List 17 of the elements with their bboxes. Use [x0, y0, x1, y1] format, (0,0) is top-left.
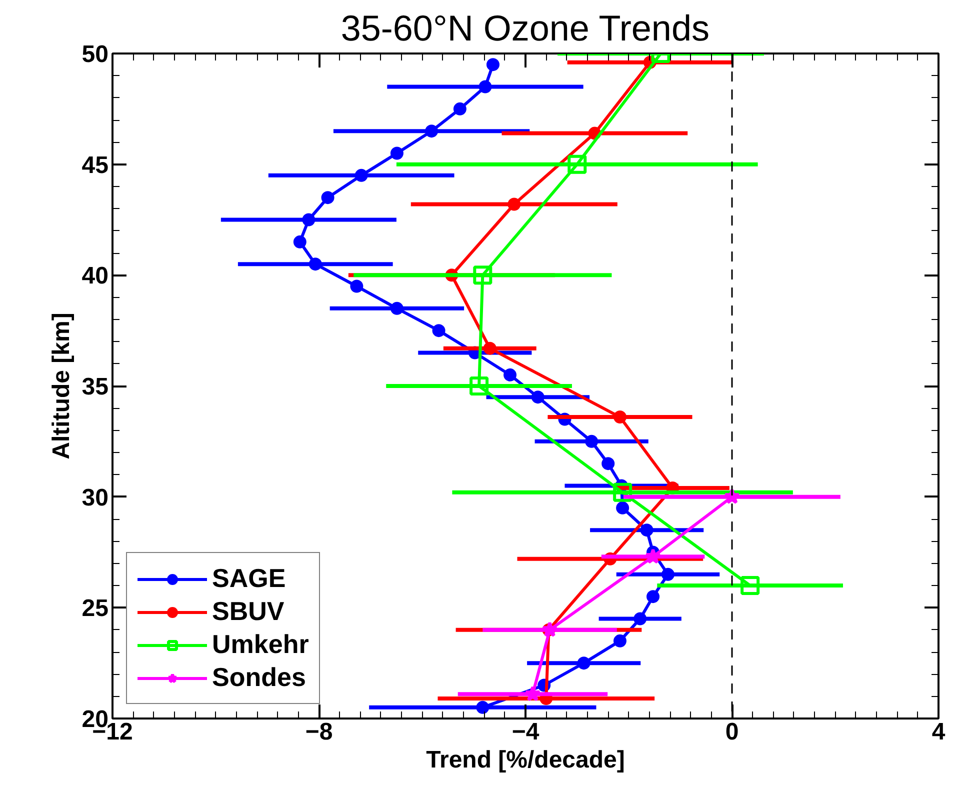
- legend-label: Sondes: [212, 662, 306, 693]
- y-tick-label: 45: [82, 152, 109, 179]
- x-tick-label: −8: [305, 718, 333, 746]
- chart-title: 35-60°N Ozone Trends: [340, 8, 710, 48]
- x-tick-label: 0: [725, 718, 739, 746]
- y-axis-title: Altitude [km]: [48, 312, 75, 460]
- x-tick-label: −4: [512, 718, 540, 746]
- x-tick-label: 4: [932, 718, 946, 746]
- legend-label: SBUV: [212, 596, 284, 627]
- y-tick-label: 30: [82, 484, 109, 512]
- x-axis-title: Trend [%/decade]: [426, 746, 625, 774]
- y-tick-label: 40: [82, 262, 109, 290]
- y-tick-label: 25: [82, 595, 109, 622]
- y-tick-label: 50: [82, 41, 109, 68]
- legend-label: Umkehr: [212, 629, 309, 660]
- y-tick-label: 35: [82, 374, 109, 400]
- legend-label: SAGE: [212, 563, 286, 594]
